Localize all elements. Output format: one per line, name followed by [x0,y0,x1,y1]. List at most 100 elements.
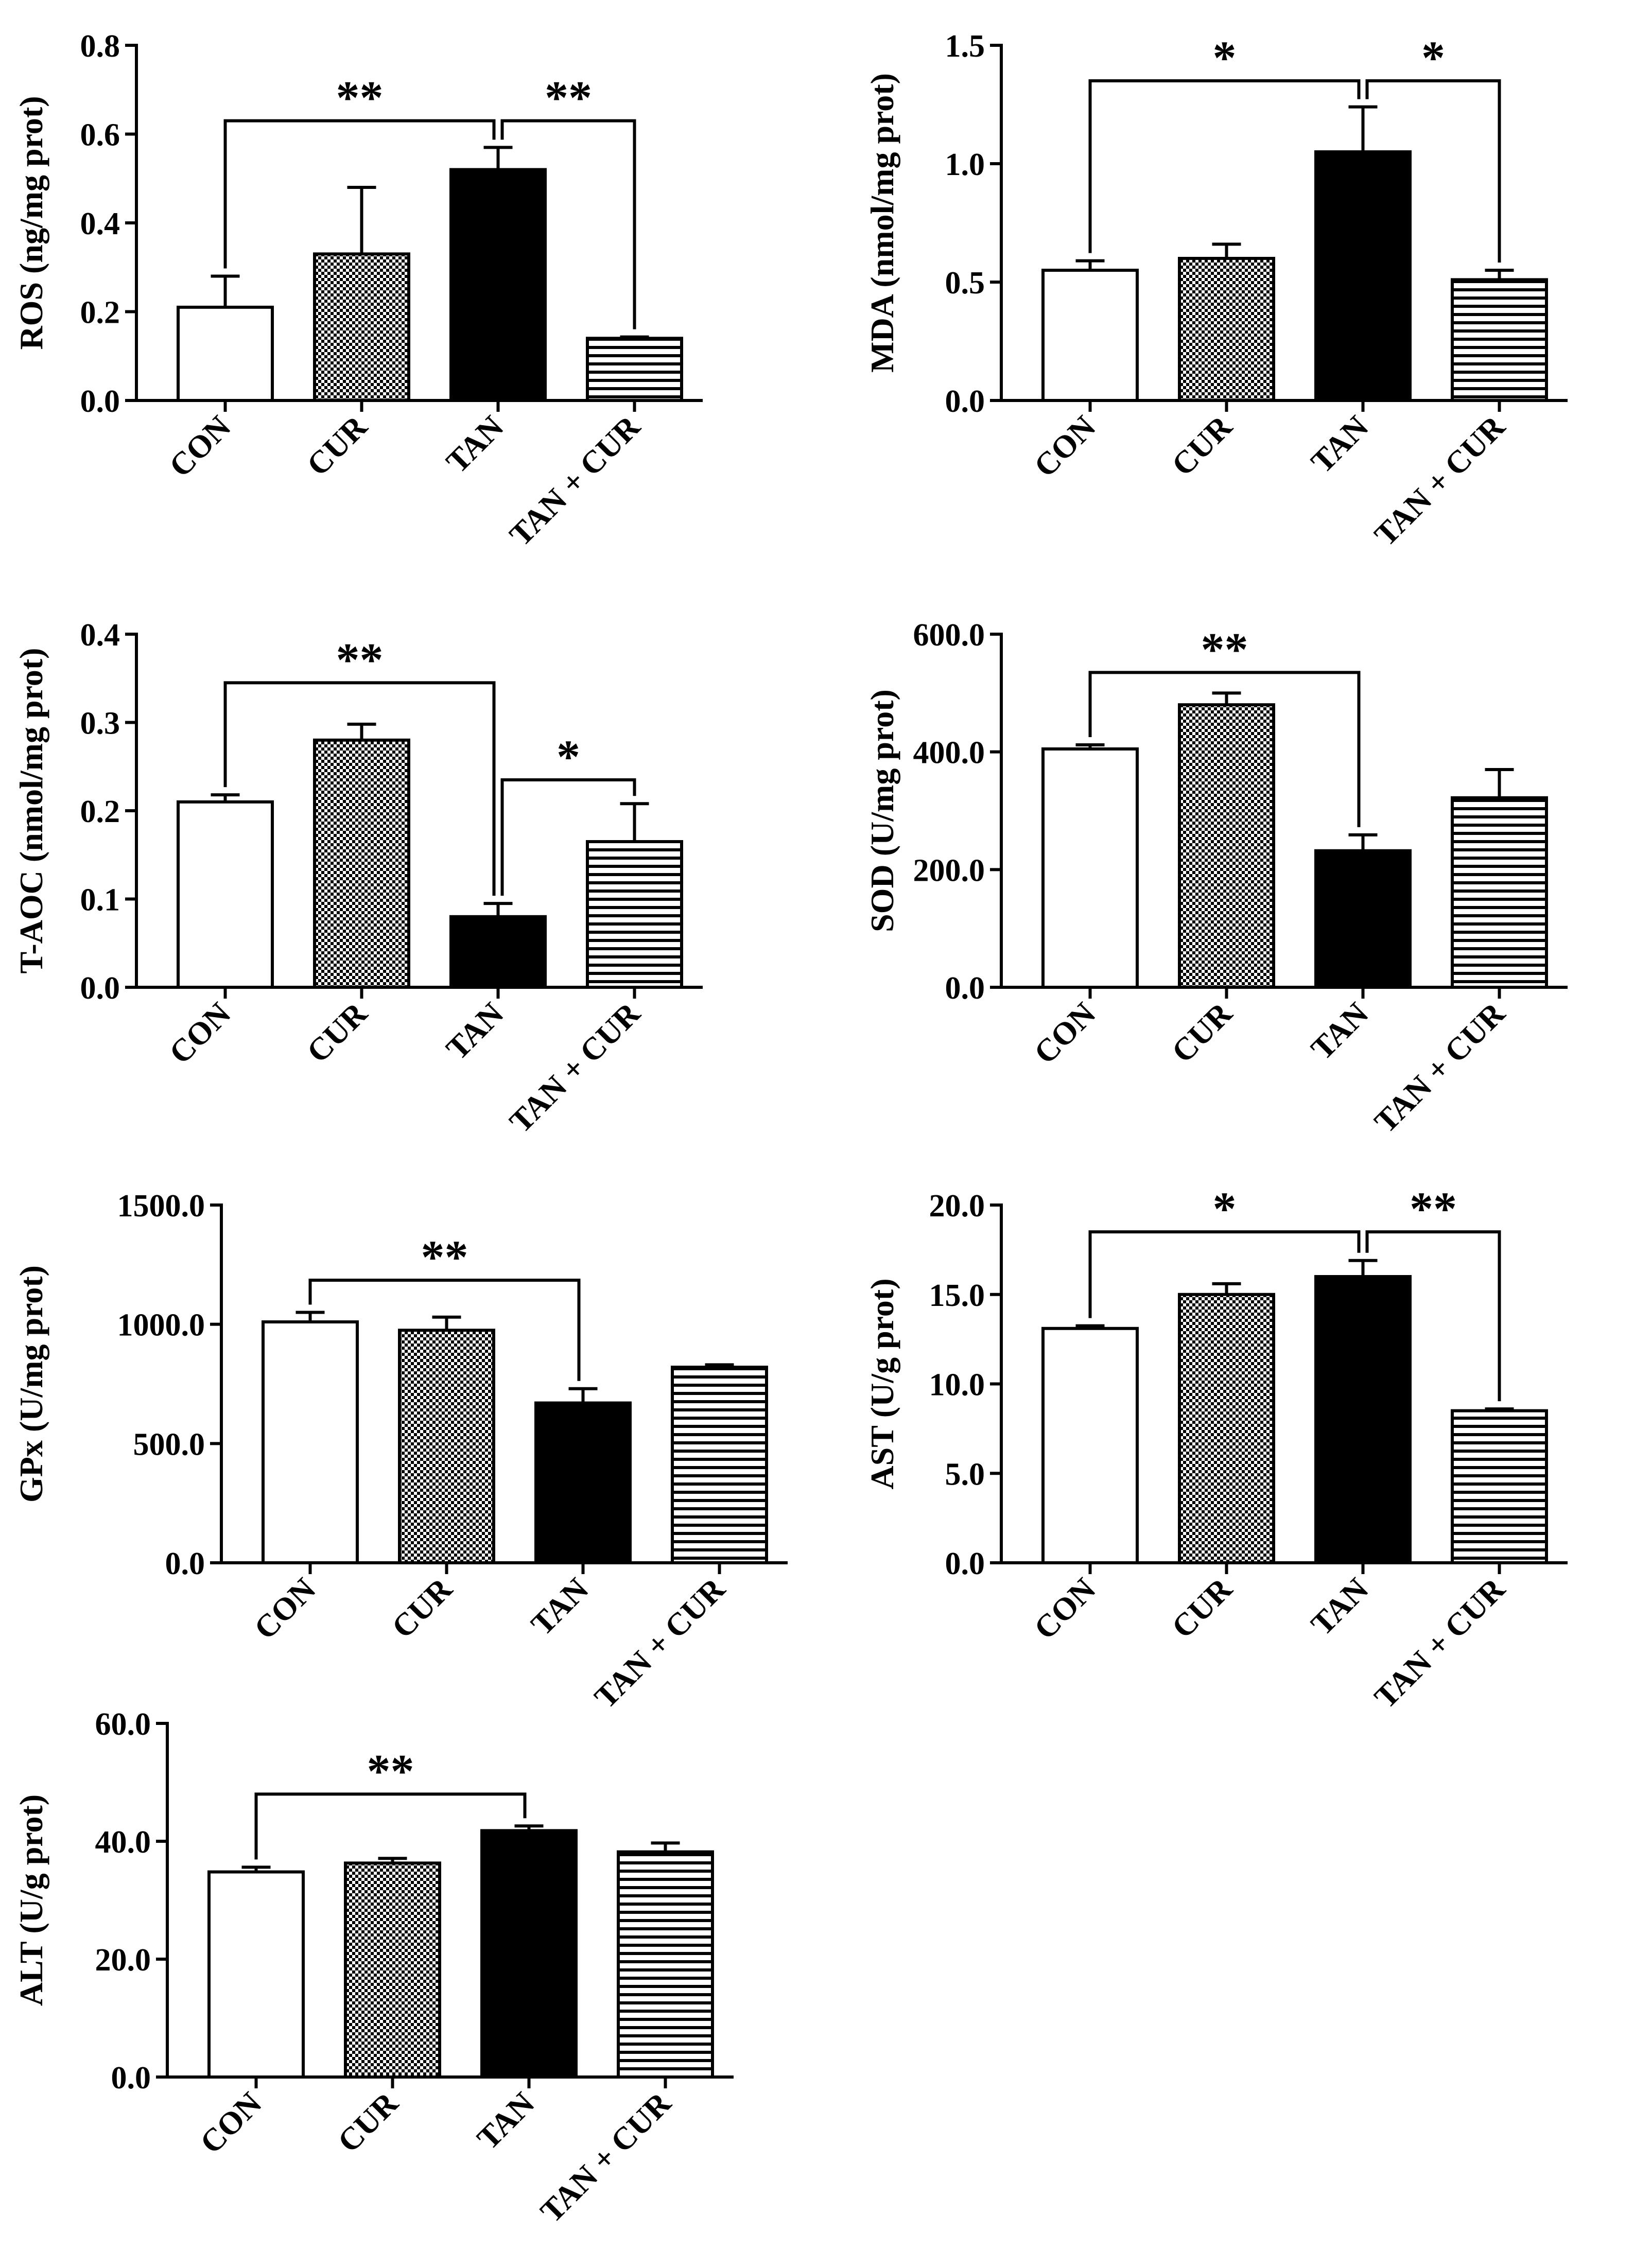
ros-y-tick-label: 0.6 [80,118,120,153]
ast-y-tick-label: 5.0 [945,1457,985,1492]
ast-y-tick-label: 20.0 [929,1189,985,1224]
sod-significance-label: ** [1201,623,1248,675]
taoc-x-category-label: CON [163,996,238,1071]
gpx-x-category-label: CUR [385,1571,459,1645]
taoc-y-tick-label: 0.4 [80,618,120,653]
ast-x-category-label: CON [1028,1572,1103,1647]
alt-bar-tan-cur [617,1850,714,2079]
mda-y-tick-label: 1.0 [945,147,985,182]
sod-significance-bracket [1088,671,1361,827]
taoc-significance-label: * [557,730,580,783]
sod-bar-tan [1314,849,1412,989]
ast-y-tick-label: 10.0 [929,1368,985,1403]
sod-bar-tan-cur [1451,796,1548,989]
taoc-y-axis-title: T-AOC (nmol/mg prot) [13,648,49,974]
taoc-bar-cur [313,738,410,989]
mda-bar-tan [1314,150,1412,402]
ast-bar-tan [1314,1275,1412,1564]
ros-y-tick-label: 0.2 [80,295,120,330]
gpx-x-category-label: CON [248,1572,323,1647]
ros-significance-bracket [223,119,496,269]
mda-y-axis-title: MDA (nmol/mg prot) [864,73,900,373]
ros-bar-tan-cur [586,337,683,402]
mda-significance-label: * [1213,31,1237,84]
mda-x-category-label: TAN + CUR [1368,409,1512,553]
ast-x-category-label: CUR [1165,1571,1239,1645]
alt-y-tick-label: 0.0 [111,2061,151,2096]
ros-y-tick-label: 0.0 [80,384,120,419]
taoc-x-category-label: CUR [300,996,374,1070]
sod-y-axis-title: SOD (U/mg prot) [864,689,900,932]
ros-x-category-label: CUR [300,409,374,483]
taoc-y-tick-label: 0.3 [80,706,120,741]
alt-x-category-label: CUR [331,2085,405,2159]
gpx-bar-con [262,1320,359,1565]
ros-x-category-label: TAN [440,409,510,480]
mda-x-category-label: CUR [1165,409,1239,483]
gpx-y-tick-label: 0.0 [165,1546,205,1581]
taoc-bar-tan [449,915,547,989]
gpx-x-category-label: TAN [525,1572,595,1642]
ast-significance-label: * [1213,1182,1237,1235]
gpx-bar-tan-cur [671,1366,768,1564]
alt-x-category-label: TAN [471,2086,541,2156]
gpx-y-tick-label: 1000.0 [117,1308,205,1343]
sod-y-tick-label: 400.0 [913,736,985,771]
ros-y-tick-label: 0.8 [80,29,120,64]
ros-y-tick-label: 0.4 [80,206,120,241]
gpx-x-category-label: TAN + CUR [588,1571,732,1715]
ast-bar-cur [1178,1293,1275,1564]
sod-y-tick-label: 600.0 [913,618,985,653]
alt-significance-label: ** [367,1744,414,1797]
ast-y-tick-label: 0.0 [945,1546,985,1581]
taoc-y-tick-label: 0.2 [80,794,120,829]
alt-y-tick-label: 20.0 [95,1943,151,1978]
alt-bar-con [207,1870,305,2079]
mda-significance-bracket [1365,79,1501,263]
ros-significance-label: ** [545,72,592,124]
ros-x-category-label: TAN + CUR [503,409,647,553]
gpx-y-tick-label: 1500.0 [117,1189,205,1224]
ros-bar-con [177,305,274,402]
ast-significance-label: ** [1410,1182,1457,1235]
mda-significance-label: * [1421,31,1445,84]
taoc-significance-label: ** [336,633,384,686]
taoc-x-category-label: TAN + CUR [503,996,647,1140]
taoc-bar-tan-cur [586,840,683,989]
sod-x-category-label: TAN [1305,996,1375,1067]
mda-x-category-label: CON [1028,409,1103,484]
sod-x-category-label: CON [1028,996,1103,1071]
alt-y-axis-title: ALT (U/g prot) [13,1794,49,2006]
ros-significance-bracket [500,119,636,329]
mda-y-tick-label: 0.5 [945,266,985,301]
ast-significance-bracket [1088,1230,1361,1318]
taoc-significance-bracket [500,778,636,896]
alt-x-category-label: TAN + CUR [534,2085,678,2229]
taoc-bar-con [177,800,274,989]
mda-bar-con [1041,269,1139,402]
gpx-significance-bracket [308,1278,581,1381]
alt-y-tick-label: 60.0 [95,1707,151,1742]
gpx-bar-cur [398,1329,495,1564]
sod-x-category-label: CUR [1165,996,1239,1070]
sod-y-tick-label: 0.0 [945,971,985,1006]
ast-x-category-label: TAN [1305,1572,1375,1642]
ast-y-axis-title: AST (U/g prot) [864,1278,900,1489]
ros-bar-tan [449,168,547,402]
sod-x-category-label: TAN + CUR [1368,996,1512,1140]
mda-bar-cur [1178,257,1275,402]
ast-bar-con [1041,1327,1139,1564]
mda-y-tick-label: 1.5 [945,29,985,64]
sod-bar-cur [1178,703,1275,989]
ast-y-tick-label: 15.0 [929,1278,985,1313]
taoc-significance-bracket [223,681,496,896]
ros-significance-label: ** [336,72,384,124]
alt-bar-cur [344,1861,441,2079]
alt-x-category-label: CON [194,2086,269,2161]
gpx-bar-tan [534,1401,632,1564]
